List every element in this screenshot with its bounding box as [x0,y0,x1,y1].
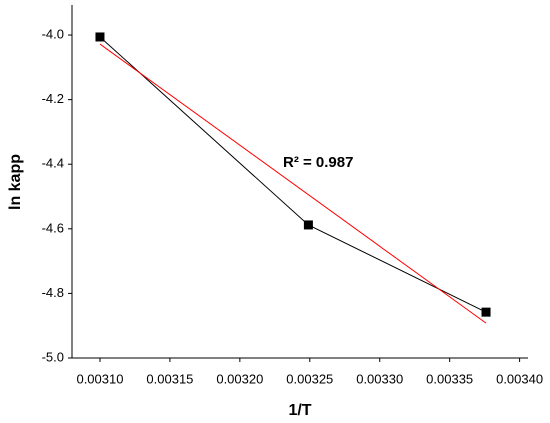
x-tick-label: 0.00315 [146,371,193,386]
y-tick-label: -5.0 [42,349,64,364]
y-tick-label: -4.2 [42,91,64,106]
series-line [99,36,487,313]
data-point [481,307,491,317]
data-point [95,32,105,42]
x-tick-label: 0.00310 [76,371,123,386]
x-axis-title: 1/T [288,402,311,419]
series-line [99,43,487,324]
y-axis-title: ln kapp [7,154,24,210]
data-point [303,220,313,230]
x-tick-label: 0.00325 [286,371,333,386]
y-tick-label: -4.4 [42,156,64,171]
x-tick-label: 0.00335 [426,371,473,386]
y-tick-label: -4.0 [42,26,64,41]
x-tick-label: 0.00320 [216,371,263,386]
r-squared-annotation: R² = 0.987 [283,154,353,171]
x-tick-label: 0.00340 [496,371,543,386]
y-tick-label: -4.6 [42,220,64,235]
y-tick-label: -4.8 [42,285,64,300]
x-tick-label: 0.00330 [356,371,403,386]
